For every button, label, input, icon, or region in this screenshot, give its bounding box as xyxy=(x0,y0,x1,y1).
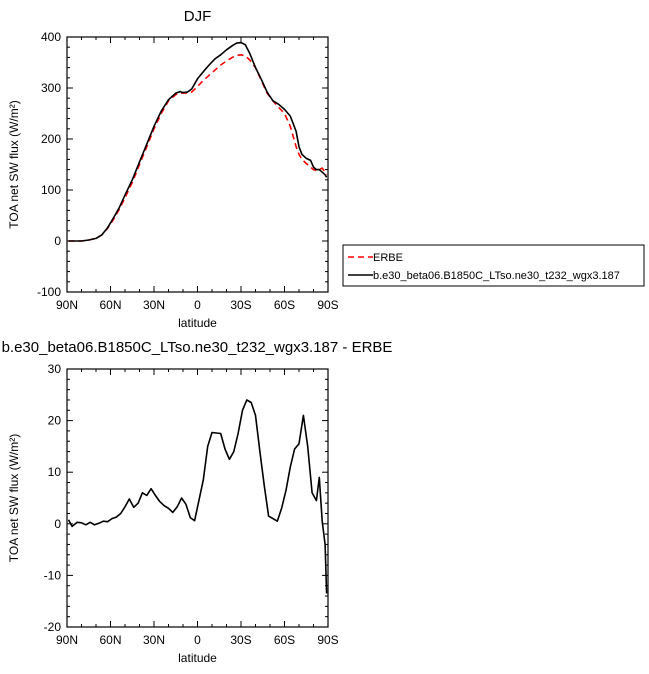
bot-xtick-label: 0 xyxy=(194,633,201,647)
bottom-chart-xlabel: latitude xyxy=(178,651,217,665)
top-xtick-label: 60S xyxy=(274,298,295,312)
bottom-chart-title: b.e30_beta06.B1850C_LTso.ne30_t232_wgx3.… xyxy=(2,339,393,356)
bot-ytick-label: 30 xyxy=(48,362,62,376)
legend-label-model: b.e30_beta06.B1850C_LTso.ne30_t232_wgx3.… xyxy=(373,270,620,282)
top-xtick-label: 60N xyxy=(99,298,121,312)
top-ytick-label: 100 xyxy=(41,183,61,197)
top-ytick-label: 200 xyxy=(41,132,61,146)
top-series-0-line xyxy=(68,54,328,242)
bot-xtick-label: 60N xyxy=(99,633,121,647)
legend: ERBE b.e30_beta06.B1850C_LTso.ne30_t232_… xyxy=(342,244,645,287)
bot-ytick-label: 20 xyxy=(48,414,62,428)
top-ytick-label: 400 xyxy=(41,30,61,44)
top-ytick-label: 0 xyxy=(54,234,61,248)
bot-xtick-label: 90N xyxy=(56,633,78,647)
top-chart-xlabel: latitude xyxy=(178,316,217,330)
top-xtick-label: 90S xyxy=(317,298,338,312)
bot-ytick-label: 0 xyxy=(54,517,61,531)
bot-ytick-label: 10 xyxy=(48,465,62,479)
bot-ytick-label: -10 xyxy=(44,568,62,582)
bot-xtick-label: 90S xyxy=(317,633,338,647)
bot-series-0-line xyxy=(67,399,328,594)
top-chart-ylabel: TOA net SW flux (W/m²) xyxy=(7,100,21,228)
legend-label-erbe: ERBE xyxy=(373,252,403,264)
legend-box xyxy=(342,244,645,287)
top-chart-plot-area: 90N 60N 30N 0 30S 60S 90S -100 0 100 200 300 400 xyxy=(37,30,339,312)
top-ytick-label: -100 xyxy=(37,285,61,299)
top-series-1-line xyxy=(68,41,328,242)
top-xtick-label: 90N xyxy=(56,298,78,312)
top-ytick-label: 300 xyxy=(41,81,61,95)
top-chart: DJF TOA net SW flux (W/m²) latitude 90N 6… xyxy=(7,8,339,330)
bottom-chart-ylabel: TOA net SW flux (W/m²) xyxy=(7,434,21,562)
bottom-chart: b.e30_beta06.B1850C_LTso.ne30_t232_wgx3.… xyxy=(2,339,393,665)
top-chart-title: DJF xyxy=(184,8,212,25)
top-xtick-label: 30N xyxy=(143,298,165,312)
top-axes-frame xyxy=(66,36,329,293)
bot-xtick-label: 30N xyxy=(143,633,165,647)
bot-axes-frame xyxy=(66,368,329,628)
bot-ytick-label: -20 xyxy=(44,620,62,634)
top-xtick-label: 30S xyxy=(230,298,251,312)
bot-xtick-label: 60S xyxy=(274,633,295,647)
bot-xtick-label: 30S xyxy=(230,633,251,647)
bottom-chart-plot-area: 90N 60N 30N 0 30S 60S 90S -20 -10 0 10 20 30 xyxy=(44,362,339,647)
top-xtick-label: 0 xyxy=(194,298,201,312)
